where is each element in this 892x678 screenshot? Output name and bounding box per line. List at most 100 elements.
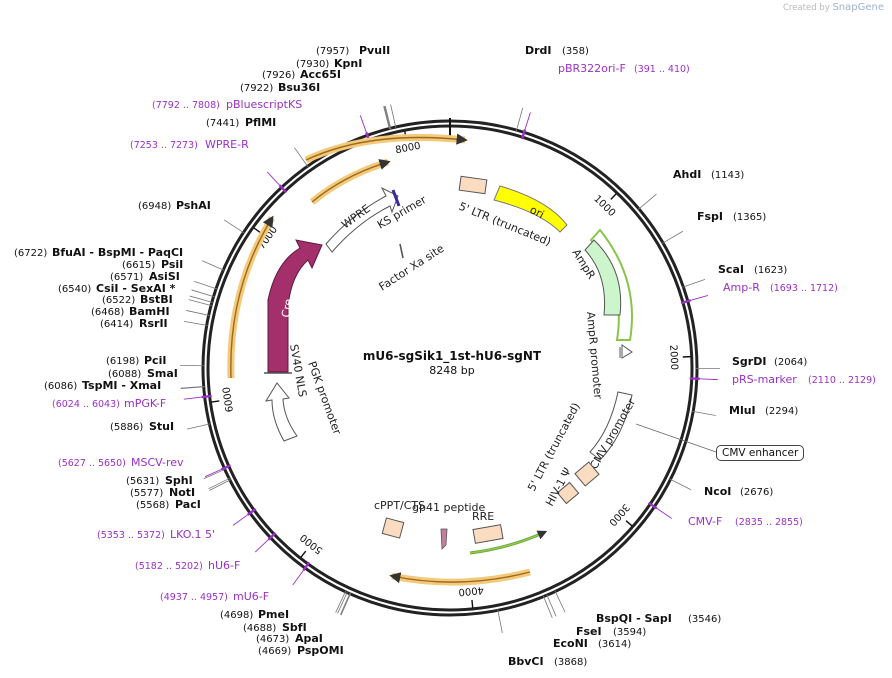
enzyme-pos: (1365) — [733, 212, 766, 223]
primer-site — [520, 129, 527, 140]
enzyme-leader — [542, 595, 553, 619]
feature-ampr[interactable]: AmpR — [569, 228, 633, 341]
enzyme-pos: (5631) — [126, 476, 159, 487]
primer-site — [267, 531, 277, 541]
feature-ampr-promoter[interactable]: AmpR promoter — [584, 311, 633, 400]
primer-range: (6024 .. 6043) — [52, 399, 120, 410]
feature-gp41[interactable]: gp41 peptide — [412, 501, 486, 550]
orf-top-outer[interactable] — [304, 133, 468, 164]
feature-cre[interactable]: Cre — [267, 239, 323, 373]
orf-left[interactable] — [227, 215, 275, 379]
enzyme-name: TspMI - XmaI — [82, 379, 161, 392]
primer-pbluescriptks[interactable]: (7792 .. 7808) pBluescriptKS — [152, 98, 302, 111]
enzyme-econi[interactable]: EcoNI (3614) — [553, 637, 631, 650]
enzyme-pshai[interactable]: (6948) PshAI — [138, 199, 211, 212]
enzyme-ahdi[interactable]: AhdI (1143) — [673, 168, 744, 181]
enzyme-smai[interactable]: (6088) SmaI — [108, 367, 178, 380]
enzyme-pspomi[interactable]: (4669) PspOMI — [258, 644, 344, 657]
feature-ori[interactable]: ori — [493, 185, 568, 233]
enzyme-ncoi[interactable]: NcoI (2676) — [704, 485, 773, 498]
primer-cmv-f[interactable]: CMV-F (2835 .. 2855) — [688, 515, 803, 528]
primer-lko15[interactable]: (5353 .. 5372) LKO.1 5' — [97, 528, 215, 541]
enzyme-tspmi[interactable]: (6086) TspMI - XmaI — [44, 379, 161, 392]
enzyme-kpni[interactable]: (7930) KpnI — [296, 57, 362, 70]
enzyme-mlui[interactable]: MluI (2294) — [729, 404, 798, 417]
enzyme-psii[interactable]: (6615) PsiI — [122, 258, 183, 271]
primer-wpre-r[interactable]: (7253 .. 7273) WPRE-R — [130, 138, 249, 151]
enzyme-acc65i[interactable]: (7926) Acc65I — [262, 68, 341, 81]
enzyme-pos: (6414) — [100, 319, 133, 330]
primer-amp-r[interactable]: Amp-R (1693 .. 1712) — [723, 281, 838, 294]
enzyme-name: PspOMI — [297, 644, 344, 657]
enzyme-bsu36i[interactable]: (7922) Bsu36I — [240, 81, 320, 94]
primer-mu6-f[interactable]: (4937 .. 4957) mU6-F — [160, 590, 269, 603]
enzyme-csii[interactable]: (6540) CsiI - SexAI * — [58, 282, 176, 295]
enzyme-name: BspQI - SapI — [596, 612, 672, 625]
feature-factor-xa[interactable]: Factor Xa site — [377, 242, 447, 294]
primer-pbr322ori-f[interactable]: pBR322ori-F (391 .. 410) — [558, 62, 690, 75]
enzyme-fspi[interactable]: FspI (1365) — [697, 210, 766, 223]
primer-name: CMV-F — [688, 515, 722, 528]
enzyme-rsrii[interactable]: (6414) RsrII — [100, 317, 168, 330]
orf-top-inner[interactable] — [309, 158, 391, 205]
enzyme-bbvci[interactable]: BbvCI (3868) — [508, 655, 587, 668]
enzyme-pos: (3594) — [613, 627, 646, 638]
enzyme-apai[interactable]: (4673) ApaI — [256, 632, 323, 645]
enzyme-leader — [194, 280, 218, 290]
enzyme-leader — [669, 478, 692, 491]
enzyme-leader — [554, 590, 566, 613]
enzyme-pcii[interactable]: (6198) PciI — [106, 354, 166, 367]
enzyme-pos: (2676) — [740, 487, 773, 498]
enzyme-pmei[interactable]: (4698) PmeI — [220, 608, 289, 621]
primer-leader — [359, 115, 367, 133]
feature-hiv-psi[interactable]: HIV-1 Ψ — [543, 465, 580, 508]
enzyme-bstbi[interactable]: (6522) BstBI — [102, 293, 173, 306]
tick-mark — [300, 550, 307, 558]
enzyme-paci[interactable]: (5568) PacI — [136, 498, 201, 511]
enzyme-pos: (6948) — [138, 201, 171, 212]
enzyme-bfuai[interactable]: (6722) BfuAI - BspMI - PaqCI — [14, 246, 183, 259]
enzyme-noti[interactable]: (5577) NotI — [130, 486, 195, 499]
enzyme-drdi[interactable]: DrdI (358) — [525, 44, 589, 57]
enzyme-asisi[interactable]: (6571) AsiSI — [110, 270, 180, 283]
primer-mscv-rev[interactable]: (5627 .. 5650) MSCV-rev — [58, 456, 184, 469]
primer-leader — [656, 508, 672, 519]
enzyme-leader — [209, 479, 231, 491]
enzyme-name: PvuII — [359, 44, 390, 57]
enzyme-fsei[interactable]: FseI (3594) — [576, 625, 646, 638]
enzyme-sphi[interactable]: (5631) SphI — [126, 474, 193, 487]
enzyme-sbfi[interactable]: (4688) SbfI — [243, 621, 307, 634]
enzyme-leader — [202, 260, 225, 271]
enzyme-stui[interactable]: (5886) StuI — [110, 420, 174, 433]
cmv-promoter-label: CMV promoter — [587, 396, 638, 472]
primer-hu6-f[interactable]: (5182 .. 5202) hU6-F — [135, 559, 240, 572]
enzyme-leader — [546, 594, 557, 617]
enzyme-pos: (6522) — [102, 295, 135, 306]
enzyme-pvuii[interactable]: (7957) PvuII — [316, 44, 390, 57]
primer-site — [201, 394, 212, 399]
primer-prs-marker[interactable]: pRS-marker (2110 .. 2129) — [732, 373, 876, 386]
enzyme-bamhi[interactable]: (6468) BamHI — [91, 305, 170, 318]
primer-mpgk-f[interactable]: (6024 .. 6043) mPGK-F — [52, 397, 166, 410]
enzyme-leader — [339, 592, 351, 615]
rre-label: RRE — [472, 510, 494, 523]
enzyme-leader — [682, 279, 706, 288]
enzyme-sgrdi[interactable]: SgrDI (2064) — [732, 355, 807, 368]
enzyme-name: EcoNI — [553, 637, 588, 650]
cmv-enhancer-label[interactable]: CMV enhancer — [716, 445, 805, 461]
enzyme-name: ScaI — [718, 263, 744, 276]
enzyme-bspqi[interactable]: BspQI - SapI (3546) — [596, 612, 721, 625]
enzyme-name: SphI — [165, 474, 193, 487]
feature-cppt[interactable]: cPPT/CTS — [374, 499, 425, 539]
tick-label: 3000 — [606, 501, 631, 527]
enzyme-scai[interactable]: ScaI (1623) — [718, 263, 787, 276]
feature-cmv[interactable]: CMV promoter — [587, 391, 717, 472]
feature-rre[interactable]: RRE — [469, 510, 548, 555]
enzyme-name: PsiI — [161, 258, 183, 271]
enzyme-pos: (2064) — [774, 357, 807, 368]
enzyme-leader — [383, 106, 390, 130]
enzyme-leader — [183, 320, 208, 326]
orf-bottom[interactable] — [389, 568, 531, 586]
feature-wpre[interactable]: WPRE KS primer — [325, 186, 429, 253]
enzyme-pflmi[interactable]: (7441) PflMI — [206, 116, 276, 129]
